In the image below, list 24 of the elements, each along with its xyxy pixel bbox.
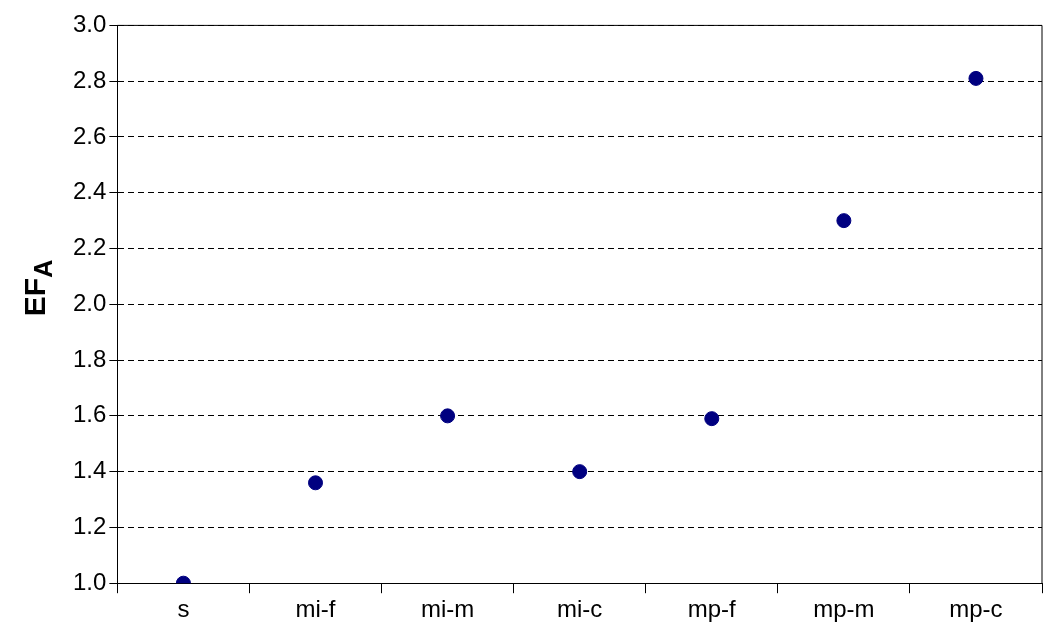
point bbox=[308, 475, 323, 491]
x-tick-label: mp-m bbox=[813, 595, 875, 623]
point bbox=[968, 70, 984, 86]
x-tick-label: s bbox=[177, 595, 190, 623]
y-tick-label: 1.0 bbox=[72, 567, 107, 595]
point bbox=[572, 464, 588, 480]
y-tick-label: 2.4 bbox=[72, 177, 107, 205]
y-tick-label: 1.2 bbox=[72, 512, 107, 540]
x-tick-label: mp-f bbox=[687, 595, 737, 623]
x-tick-label: mp-c bbox=[949, 595, 1003, 623]
y-tick-label: 1.4 bbox=[72, 456, 107, 484]
point bbox=[704, 411, 720, 427]
point bbox=[836, 213, 852, 229]
y-tick-label: 2.6 bbox=[72, 121, 107, 149]
y-tick-label: 2.8 bbox=[72, 65, 107, 93]
y-tick-label: 1.8 bbox=[72, 344, 107, 372]
y-tick-label: 2.2 bbox=[72, 233, 107, 261]
x-tick-label: mi-c bbox=[557, 595, 603, 623]
y-tick-label: 2.0 bbox=[72, 288, 107, 316]
y-tick-label: 1.6 bbox=[72, 400, 107, 428]
x-tick-label: mi-f bbox=[295, 595, 336, 623]
point bbox=[440, 408, 456, 424]
x-tick-label: mi-m bbox=[420, 595, 475, 623]
y-tick-label: 3.0 bbox=[72, 10, 107, 38]
